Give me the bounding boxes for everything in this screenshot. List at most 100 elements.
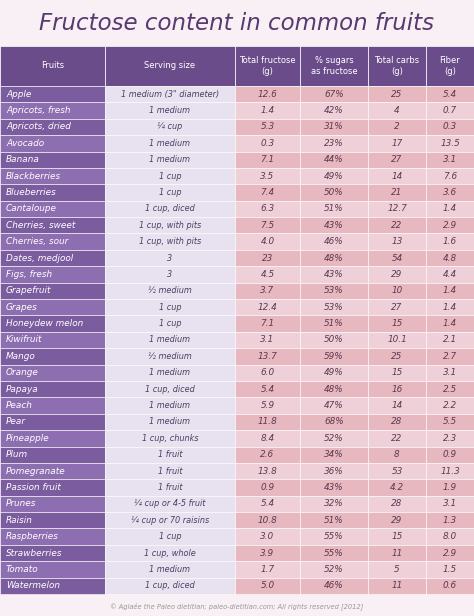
Bar [426,119,474,135]
Bar [235,102,300,119]
Bar [300,86,368,102]
Text: 4.5: 4.5 [260,270,274,279]
Text: ¼ cup or 70 raisins: ¼ cup or 70 raisins [131,516,209,525]
Text: Blueberries: Blueberries [6,188,57,197]
Text: Total fructose
(g): Total fructose (g) [239,56,296,76]
Bar [300,168,368,184]
Bar [105,397,235,414]
Bar [105,365,235,381]
Text: 1.6: 1.6 [443,237,457,246]
Text: 12.4: 12.4 [258,302,277,312]
Text: Fructose content in common fruits: Fructose content in common fruits [39,12,435,35]
Bar [426,529,474,545]
Text: 11.3: 11.3 [440,466,460,476]
Bar [300,447,368,463]
Bar [426,184,474,201]
Bar [426,283,474,299]
Text: 4.2: 4.2 [390,483,404,492]
Bar [0,152,105,168]
Text: 3.0: 3.0 [260,532,274,541]
Bar [368,529,426,545]
Bar [426,332,474,348]
Text: Blackberries: Blackberries [6,172,61,180]
Text: 7.5: 7.5 [260,221,274,230]
Text: 3: 3 [167,254,173,262]
Bar [105,233,235,250]
Text: 49%: 49% [324,368,344,377]
Bar [368,135,426,152]
Bar [235,545,300,561]
Text: 1 cup: 1 cup [159,188,181,197]
Bar [426,463,474,479]
Bar [300,381,368,397]
Text: 8: 8 [394,450,400,459]
Bar [368,414,426,430]
Bar [0,184,105,201]
Text: 1 cup: 1 cup [159,302,181,312]
Text: Pineapple: Pineapple [6,434,50,443]
Bar [105,414,235,430]
Text: Total carbs
(g): Total carbs (g) [374,56,419,76]
Text: 0.3: 0.3 [260,139,274,148]
Bar [300,332,368,348]
Bar [300,365,368,381]
Bar [235,414,300,430]
Bar [105,561,235,578]
Text: Cantaloupe: Cantaloupe [6,205,57,213]
Text: 55%: 55% [324,548,344,557]
Text: 1 cup, diced: 1 cup, diced [145,384,195,394]
Bar [368,266,426,283]
Bar [0,545,105,561]
Bar [235,46,300,86]
Text: 48%: 48% [324,384,344,394]
Bar [235,496,300,512]
Bar [0,414,105,430]
Text: Honeydew melon: Honeydew melon [6,319,83,328]
Bar [0,299,105,315]
Bar [426,217,474,233]
Text: Tomato: Tomato [6,565,38,574]
Bar [235,381,300,397]
Bar [368,168,426,184]
Text: 51%: 51% [324,205,344,213]
Text: Passion fruit: Passion fruit [6,483,61,492]
Bar [368,578,426,594]
Text: 1 fruit: 1 fruit [158,450,182,459]
Text: 54: 54 [392,254,402,262]
Bar [368,332,426,348]
Text: 28: 28 [392,418,402,426]
Text: 1.4: 1.4 [443,205,457,213]
Text: ¼ cup: ¼ cup [157,123,182,131]
Text: 2.9: 2.9 [443,221,457,230]
Bar [105,430,235,447]
Text: 7.1: 7.1 [260,155,274,164]
Bar [426,365,474,381]
Bar [300,299,368,315]
Bar [105,463,235,479]
Bar [426,266,474,283]
Bar [235,365,300,381]
Bar [105,496,235,512]
Text: 53%: 53% [324,302,344,312]
Bar [300,102,368,119]
Bar [105,545,235,561]
Text: 6.3: 6.3 [260,205,274,213]
Text: Pomegranate: Pomegranate [6,466,66,476]
Bar [368,561,426,578]
Bar [105,152,235,168]
Text: 1 fruit: 1 fruit [158,483,182,492]
Bar [0,463,105,479]
Bar [426,561,474,578]
Text: 4.8: 4.8 [443,254,457,262]
Text: 1 cup, chunks: 1 cup, chunks [142,434,198,443]
Bar [368,233,426,250]
Bar [300,578,368,594]
Bar [368,545,426,561]
Bar [368,86,426,102]
Text: Fruits: Fruits [41,62,64,70]
Text: 8.4: 8.4 [260,434,274,443]
Text: 52%: 52% [324,434,344,443]
Bar [426,135,474,152]
Text: 50%: 50% [324,188,344,197]
Bar [235,578,300,594]
